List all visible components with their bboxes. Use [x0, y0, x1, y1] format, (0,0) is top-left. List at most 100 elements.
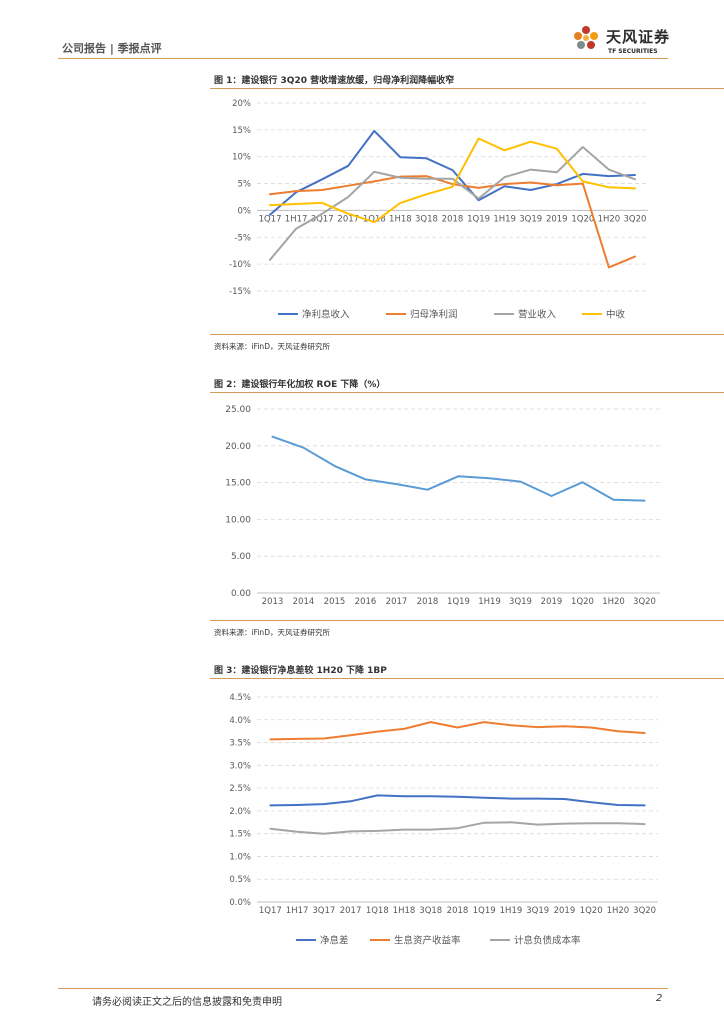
legend-label: 净息差 — [320, 935, 349, 947]
header-divider — [58, 58, 668, 59]
figure-2-source-divider — [210, 620, 724, 621]
y-tick-label: 0.5% — [229, 875, 251, 885]
y-tick-label: 0.00 — [231, 589, 251, 599]
y-tick-label: 3.5% — [229, 739, 251, 749]
x-tick-label: 1H17 — [286, 906, 309, 916]
x-tick-label: 1H19 — [500, 906, 523, 916]
y-tick-label: 0% — [238, 206, 252, 216]
y-tick-label: 2.0% — [229, 807, 251, 817]
y-tick-label: 10% — [232, 153, 251, 163]
x-tick-label: 3Q19 — [509, 597, 532, 607]
x-tick-label: 2019 — [554, 906, 576, 916]
report-type: 公司报告 | 季报点评 — [62, 42, 162, 55]
x-tick-label: 3Q18 — [415, 214, 438, 224]
x-tick-label: 1Q19 — [447, 597, 470, 607]
figure-1-title-divider — [210, 88, 724, 89]
x-tick-label: 1Q20 — [571, 597, 594, 607]
x-tick-label: 1H18 — [389, 214, 412, 224]
x-tick-label: 1H17 — [285, 214, 308, 224]
x-tick-label: 3Q19 — [526, 906, 549, 916]
legend-label: 营业收入 — [518, 309, 557, 321]
x-tick-label: 2018 — [447, 906, 469, 916]
y-tick-label: 5% — [238, 180, 252, 190]
page-number: 2 — [656, 993, 663, 1004]
y-tick-label: -15% — [229, 287, 251, 297]
x-tick-label: 1Q18 — [366, 906, 389, 916]
figure-3-chart: 0.0% 0.5% 1.0% 1.5% 2.0% 2.5% 3.0% 3.5% 4.0% 4.5%… — [229, 693, 658, 947]
x-tick-label: 3Q17 — [311, 214, 334, 224]
y-tick-label: 20.00 — [225, 442, 251, 452]
figure-2-chart: 0.00 5.00 10.00 15.00 20.00 25.00 2013 2014 2015… — [225, 405, 660, 607]
legend-label: 中收 — [606, 309, 626, 321]
y-tick-label: 1.5% — [229, 830, 251, 840]
series-line — [269, 175, 636, 269]
y-tick-label: 1.0% — [229, 852, 251, 862]
x-tick-label: 1Q20 — [571, 214, 594, 224]
x-tick-label: 2015 — [324, 597, 346, 607]
x-tick-label: 1Q17 — [259, 906, 282, 916]
y-tick-label: 10.00 — [225, 515, 251, 525]
y-tick-label: 20% — [232, 99, 251, 109]
x-tick-label: 1Q19 — [473, 906, 496, 916]
x-tick-label: 3Q20 — [633, 906, 656, 916]
x-tick-label: 2017 — [386, 597, 408, 607]
y-tick-label: 4.0% — [229, 716, 251, 726]
x-tick-label: 1Q20 — [580, 906, 603, 916]
legend-label: 净利息收入 — [302, 309, 350, 321]
figure-3-title-divider — [210, 678, 724, 679]
series-line — [269, 721, 646, 741]
x-tick-label: 3Q18 — [419, 906, 442, 916]
figure-1-source: 资料来源：iFinD，天风证券研究所 — [214, 342, 330, 351]
figure-2-title: 图 2：建设银行年化加权 ROE 下降（%） — [214, 380, 386, 390]
x-tick-label: 1Q17 — [259, 214, 282, 224]
series-line — [269, 146, 636, 261]
y-tick-label: 15.00 — [225, 479, 251, 489]
y-tick-label: 3.0% — [229, 761, 251, 771]
series-line — [271, 435, 646, 502]
figure-1-source-divider — [210, 334, 724, 335]
y-tick-label: -5% — [234, 233, 251, 243]
series-line — [269, 129, 636, 216]
x-tick-label: 1Q18 — [363, 214, 386, 224]
y-tick-label: 15% — [232, 126, 251, 136]
x-tick-label: 2014 — [293, 597, 315, 607]
series-line — [269, 794, 646, 807]
y-tick-label: 25.00 — [225, 405, 251, 415]
x-tick-label: 3Q17 — [312, 906, 335, 916]
series-line — [269, 821, 646, 835]
x-tick-label: 2016 — [355, 597, 377, 607]
logo-text-cn: 天风证券 — [606, 28, 671, 46]
legend-label: 归母净利润 — [410, 309, 458, 321]
x-tick-label: 2017 — [337, 214, 359, 224]
x-tick-label: 1H20 — [598, 214, 621, 224]
x-tick-label: 1H18 — [393, 906, 416, 916]
logo-text-en: TF SECURITIES — [608, 48, 658, 55]
y-tick-label: 5.00 — [231, 552, 251, 562]
footer-divider — [58, 988, 668, 989]
x-tick-label: 2019 — [541, 597, 563, 607]
series-line — [269, 137, 636, 224]
figure-3-title: 图 3：建设银行净息差较 1H20 下降 1BP — [214, 666, 387, 676]
x-tick-label: 1H19 — [478, 597, 501, 607]
figure-2-title-divider — [210, 392, 724, 393]
y-tick-label: 0.0% — [229, 898, 251, 908]
x-tick-label: 1Q19 — [467, 214, 490, 224]
legend-label: 计息负债成本率 — [514, 935, 581, 947]
y-tick-label: 4.5% — [229, 693, 251, 703]
x-tick-label: 2018 — [442, 214, 464, 224]
x-tick-label: 1H20 — [607, 906, 630, 916]
figure-1-chart: -15% -10% -5% 0% 5% 10% 15% 20% 1Q17 1H17 3Q17 2017… — [229, 99, 648, 321]
footer-disclaimer: 请务必阅读正文之后的信息披露和免责申明 — [92, 997, 282, 1008]
x-tick-label: 3Q20 — [624, 214, 647, 224]
x-tick-label: 2013 — [262, 597, 284, 607]
y-tick-label: -10% — [229, 260, 251, 270]
x-tick-label: 3Q19 — [519, 214, 542, 224]
x-tick-label: 2018 — [417, 597, 439, 607]
figure-2-source: 资料来源：iFinD，天风证券研究所 — [214, 628, 330, 637]
tf-securities-logo — [574, 26, 598, 49]
figure-1-title: 图 1：建设银行 3Q20 营收增速放缓，归母净利润降幅收窄 — [214, 76, 455, 86]
x-tick-label: 1H20 — [602, 597, 625, 607]
x-tick-label: 3Q20 — [633, 597, 656, 607]
x-tick-label: 2017 — [340, 906, 362, 916]
x-tick-label: 1H19 — [493, 214, 516, 224]
